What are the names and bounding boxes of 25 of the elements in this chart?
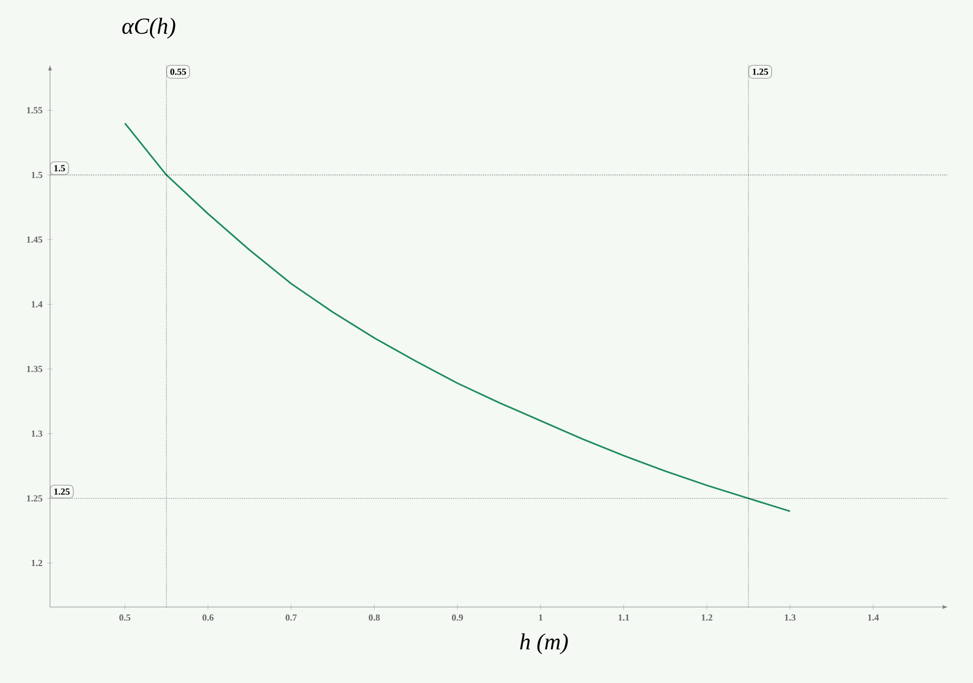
x-tick-label: 0.6	[202, 614, 214, 621]
ref-line-label: 1.25	[752, 68, 768, 75]
y-tick-label: 1.2	[32, 560, 42, 566]
x-tick-label: 0.9	[452, 614, 463, 621]
ref-line-label: 0.55	[170, 68, 186, 75]
x-tick-label: 1.1	[618, 614, 630, 621]
x-tick-label: 0.7	[286, 614, 297, 621]
y-tick-label: 1.35	[27, 366, 42, 372]
x-tick-label: 0.5	[119, 614, 130, 621]
x-tick-label: 0.8	[368, 614, 380, 621]
y-tick-label: 1.25	[27, 495, 42, 502]
y-tick-label: 1.3	[32, 430, 42, 437]
line-series	[124, 122, 791, 512]
y-tick-label: 1.5	[32, 172, 42, 178]
ref-line-label: 1.5	[54, 165, 65, 172]
x-tick-label: 1	[539, 614, 542, 621]
y-tick-label: 1.45	[27, 236, 42, 243]
x-tick-label: 1.4	[868, 614, 879, 621]
x-tick-label: 1.3	[784, 614, 796, 621]
y-tick-label: 1.55	[27, 107, 42, 114]
x-axis-title: h (m)	[520, 633, 568, 654]
ref-line-label: 1.25	[54, 488, 70, 495]
y-axis-title: αC(h)	[122, 18, 176, 39]
x-tick-label: 1.2	[702, 614, 712, 621]
y-tick-label: 1.4	[32, 301, 42, 308]
